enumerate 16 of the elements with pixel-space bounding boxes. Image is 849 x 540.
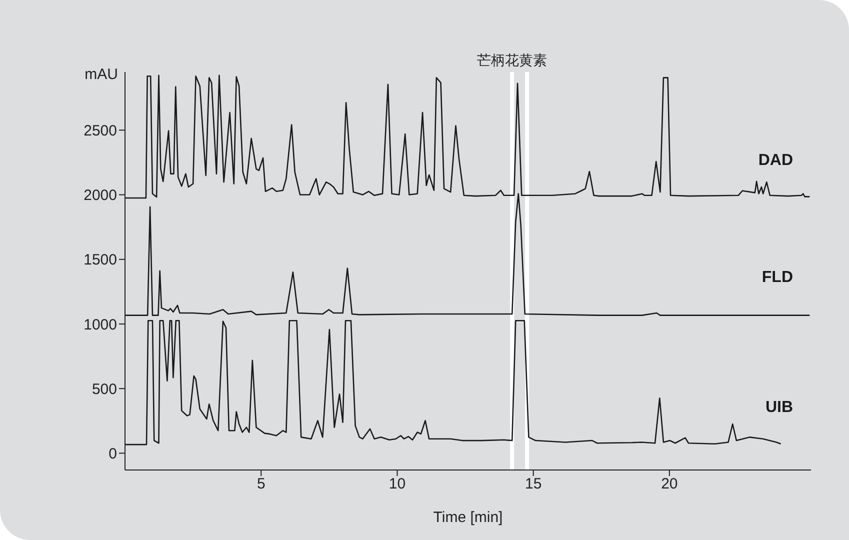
- x-tick-label: 10: [388, 476, 406, 493]
- y-tick-label: 500: [92, 380, 117, 398]
- y-axis-title: mAU: [84, 66, 118, 83]
- y-tick-label: 1000: [84, 316, 117, 334]
- ref-line-label: 芒柄花黄素: [477, 52, 548, 70]
- y-tick-label: 1500: [84, 252, 117, 269]
- y-tick-label: 2000: [84, 187, 117, 204]
- x-axis-title: Time [min]: [433, 509, 503, 526]
- series-label: DAD: [758, 152, 793, 170]
- x-tick-label: 15: [524, 476, 542, 493]
- series-label: UIB: [765, 398, 793, 417]
- y-tick-label: 2500: [84, 122, 117, 140]
- x-tick-label: 20: [661, 476, 678, 493]
- x-tick-label: 5: [256, 476, 266, 493]
- series-label: FLD: [762, 269, 793, 288]
- y-tick-label: 0: [108, 446, 117, 463]
